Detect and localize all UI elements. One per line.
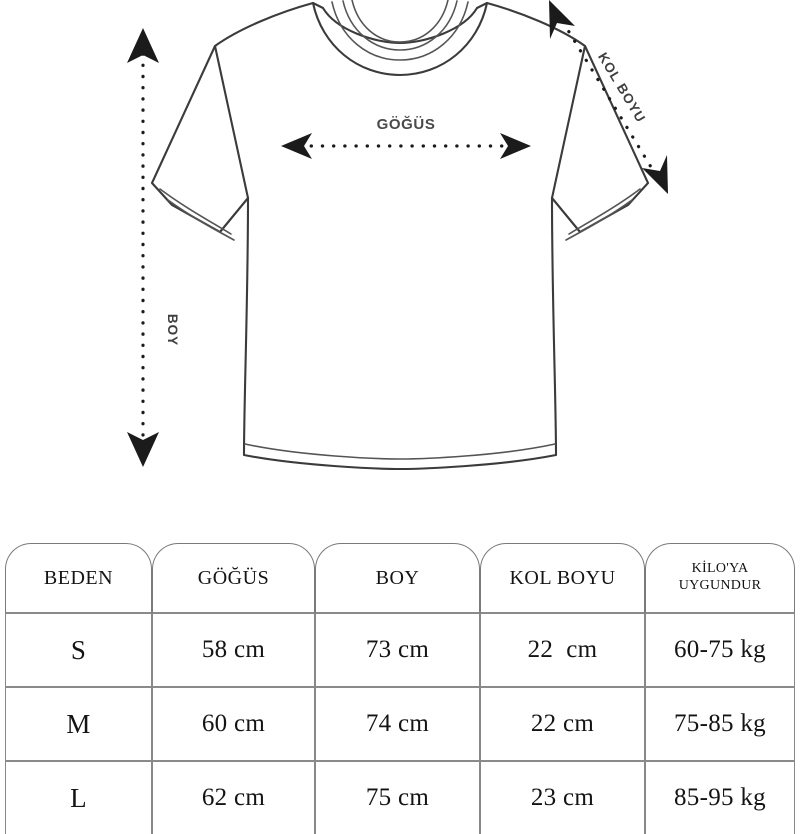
header-gogus: GÖĞÜS — [152, 543, 315, 614]
header-beden: BEDEN — [5, 543, 152, 614]
left-sleeve-seam — [218, 196, 250, 234]
cell-kol-boyu: 22 cm — [480, 688, 645, 762]
collar-rib-3 — [351, 0, 449, 43]
cell-kilo: 85-95 kg — [645, 762, 795, 834]
kol-boyu-arrowhead-top — [549, 0, 575, 39]
kol-boyu-dotted-line — [561, 20, 656, 174]
table-header-row: BEDEN GÖĞÜS BOY KOL BOYU KİLO'YA UYGUNDU… — [5, 543, 795, 614]
collar-outer — [311, 1, 489, 77]
gogus-arrowhead-left — [281, 133, 312, 159]
cell-kilo: 60-75 kg — [645, 614, 795, 688]
size-table-container: BEDEN GÖĞÜS BOY KOL BOYU KİLO'YA UYGUNDU… — [5, 543, 795, 834]
size-chart-page: GÖĞÜS BOY KOL BOYU — [5, 0, 795, 834]
left-cuff-line-2 — [159, 188, 232, 235]
cell-gogus: 60 cm — [152, 688, 315, 762]
cell-beden: M — [5, 688, 152, 762]
cell-boy: 74 cm — [315, 688, 480, 762]
table-row: L 62 cm 75 cm 23 cm 85-95 kg — [5, 762, 795, 834]
size-table: BEDEN GÖĞÜS BOY KOL BOYU KİLO'YA UYGUNDU… — [5, 543, 795, 834]
cell-gogus: 62 cm — [152, 762, 315, 834]
header-kilo-line1: KİLO'YA — [691, 561, 749, 577]
boy-dimension-arrow: BOY — [127, 28, 180, 467]
cell-kilo: 75-85 kg — [645, 688, 795, 762]
table-row: S 58 cm 73 cm 22 cm 60-75 kg — [5, 614, 795, 688]
collar-rib-1 — [331, 1, 469, 61]
tshirt-outline — [150, 1, 650, 471]
left-cuff-line — [167, 199, 235, 241]
tshirt-diagram: GÖĞÜS BOY KOL BOYU — [127, 0, 668, 471]
right-shoulder-seam — [550, 44, 587, 200]
header-kol-boyu: KOL BOYU — [480, 543, 645, 614]
cell-kol-boyu: 22 cm — [480, 614, 645, 688]
left-shoulder-seam — [213, 44, 250, 200]
tshirt-illustration — [150, 0, 650, 471]
gogus-arrowhead-right — [500, 133, 531, 159]
bottom-hem-line — [244, 443, 556, 460]
cell-beden: L — [5, 762, 152, 834]
gogus-dimension-arrow: GÖĞÜS — [281, 115, 531, 159]
header-kilo-line2: UYGUNDUR — [678, 578, 762, 593]
boy-dimension-label: BOY — [165, 314, 180, 346]
cell-boy: 75 cm — [315, 762, 480, 834]
header-kilo-uygundur: KİLO'YA UYGUNDUR — [645, 543, 795, 614]
boy-arrowhead-bottom — [127, 432, 159, 467]
gogus-dimension-label: GÖĞÜS — [377, 115, 436, 133]
cell-kol-boyu: 23 cm — [480, 762, 645, 834]
right-cuff-line-2 — [568, 188, 641, 235]
right-sleeve-seam — [550, 196, 582, 234]
right-cuff-line — [565, 199, 633, 241]
collar-rib-2 — [342, 0, 458, 51]
kol-boyu-arrowhead-bottom — [642, 155, 668, 194]
header-boy: BOY — [315, 543, 480, 614]
cell-beden: S — [5, 614, 152, 688]
cell-boy: 73 cm — [315, 614, 480, 688]
cell-gogus: 58 cm — [152, 614, 315, 688]
boy-arrowhead-top — [127, 28, 159, 63]
table-row: M 60 cm 74 cm 22 cm 75-85 kg — [5, 688, 795, 762]
